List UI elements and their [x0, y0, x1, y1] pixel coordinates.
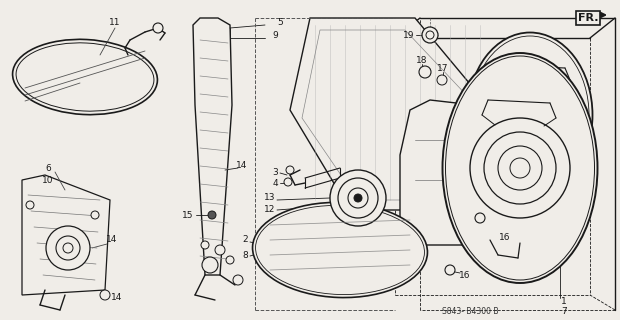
- Polygon shape: [193, 18, 232, 275]
- Circle shape: [91, 211, 99, 219]
- Text: 14: 14: [112, 293, 123, 302]
- Text: 14: 14: [106, 236, 118, 244]
- Polygon shape: [400, 100, 510, 245]
- Text: 19: 19: [402, 30, 414, 39]
- Circle shape: [475, 213, 485, 223]
- Text: 8: 8: [242, 251, 248, 260]
- Text: 15: 15: [182, 211, 193, 220]
- Circle shape: [419, 66, 431, 78]
- Circle shape: [470, 118, 570, 218]
- Circle shape: [443, 153, 467, 177]
- Circle shape: [286, 166, 294, 174]
- Text: 10: 10: [42, 175, 54, 185]
- Text: 2: 2: [242, 236, 248, 244]
- Circle shape: [46, 226, 90, 270]
- Text: 16: 16: [499, 234, 511, 243]
- Circle shape: [202, 257, 218, 273]
- Circle shape: [153, 23, 163, 33]
- Text: 9: 9: [272, 30, 278, 39]
- Text: S843- B4300 B: S843- B4300 B: [441, 308, 498, 316]
- Text: 6: 6: [45, 164, 51, 172]
- Text: 1: 1: [561, 298, 567, 307]
- Circle shape: [100, 290, 110, 300]
- Circle shape: [208, 211, 216, 219]
- Circle shape: [226, 256, 234, 264]
- Ellipse shape: [12, 39, 157, 115]
- Text: 7: 7: [561, 308, 567, 316]
- Circle shape: [26, 201, 34, 209]
- Circle shape: [233, 275, 243, 285]
- Text: FR.: FR.: [578, 13, 598, 23]
- Circle shape: [201, 241, 209, 249]
- Ellipse shape: [443, 53, 598, 283]
- Polygon shape: [290, 18, 500, 210]
- Circle shape: [488, 73, 572, 157]
- Circle shape: [354, 194, 362, 202]
- Text: 5: 5: [277, 18, 283, 27]
- Text: 12: 12: [264, 205, 275, 214]
- Text: 16: 16: [459, 270, 471, 279]
- Text: 4: 4: [272, 179, 278, 188]
- Text: 18: 18: [416, 55, 428, 65]
- Circle shape: [215, 245, 225, 255]
- Circle shape: [437, 75, 447, 85]
- Text: 11: 11: [109, 18, 121, 27]
- Text: 14: 14: [236, 161, 247, 170]
- Text: 13: 13: [264, 194, 275, 203]
- Circle shape: [284, 178, 292, 186]
- Ellipse shape: [467, 33, 593, 197]
- Ellipse shape: [252, 203, 427, 298]
- Text: 17: 17: [437, 63, 449, 73]
- Polygon shape: [22, 175, 110, 295]
- Circle shape: [330, 170, 386, 226]
- Text: 3: 3: [272, 167, 278, 177]
- Circle shape: [445, 265, 455, 275]
- Circle shape: [422, 27, 438, 43]
- Circle shape: [483, 233, 493, 243]
